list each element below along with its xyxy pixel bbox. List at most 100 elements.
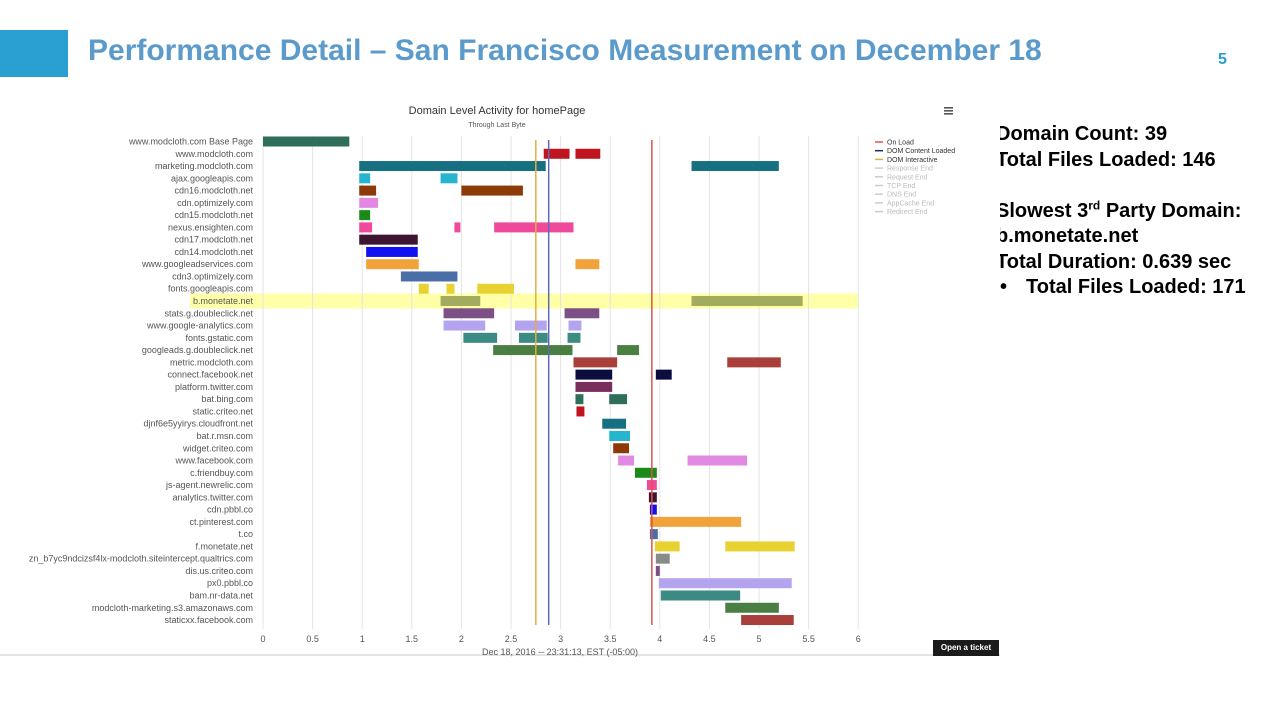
domain-label: fonts.googleapis.com bbox=[168, 284, 253, 294]
domain-label: www.modcloth.com Base Page bbox=[128, 137, 253, 147]
domain-label: stats.g.doubleclick.net bbox=[164, 308, 253, 318]
domain-label: b.monetate.net bbox=[193, 296, 254, 306]
domain-bar bbox=[741, 615, 794, 626]
domain-bar bbox=[359, 161, 546, 172]
x-tick-label: 3 bbox=[558, 634, 563, 644]
domain-bar bbox=[263, 136, 350, 147]
x-tick-label: 1.5 bbox=[406, 634, 419, 644]
chart-title: Domain Level Activity for homePage bbox=[409, 105, 586, 117]
domain-label: www.googleadservices.com bbox=[141, 259, 253, 269]
domain-bar bbox=[461, 185, 523, 196]
x-tick-label: 3.5 bbox=[604, 634, 617, 644]
page-number: 5 bbox=[1218, 51, 1227, 68]
legend-item: Request End bbox=[887, 174, 928, 181]
domain-bar bbox=[446, 283, 455, 294]
slowest-domain-heading: Slowest 3rd Party Domain: bbox=[996, 197, 1242, 222]
domain-label: modcloth-marketing.s3.amazonaws.com bbox=[92, 603, 253, 613]
domain-label: ajax.googleapis.com bbox=[171, 173, 253, 183]
x-tick-label: 5 bbox=[756, 634, 761, 644]
legend-item: Response End bbox=[887, 166, 933, 173]
domain-bar bbox=[494, 222, 574, 233]
domain-bar bbox=[359, 210, 371, 221]
slowest-domain-name: b.monetate.net bbox=[996, 225, 1139, 247]
x-tick-label: 6 bbox=[856, 634, 861, 644]
domain-bar bbox=[725, 541, 795, 552]
domain-label: staticxx.facebook.com bbox=[164, 615, 253, 625]
domain-label: platform.twitter.com bbox=[175, 382, 253, 392]
domain-label: www.google-analytics.com bbox=[146, 321, 253, 331]
domain-label: static.criteo.net bbox=[192, 406, 253, 416]
domain-label: t.co bbox=[238, 529, 253, 539]
domain-bar bbox=[725, 602, 779, 613]
domain-bar bbox=[649, 516, 742, 527]
domain-label: zn_b7yc9ndcizsf4lx-modcloth.siteintercep… bbox=[29, 554, 253, 564]
domain-bar bbox=[660, 590, 741, 601]
domain-bar bbox=[440, 296, 481, 307]
domain-bar bbox=[573, 357, 618, 368]
domain-bar bbox=[655, 565, 660, 576]
chart-menu-icon[interactable] bbox=[944, 107, 953, 115]
domain-bar bbox=[443, 308, 495, 319]
domain-label: cdn15.modcloth.net bbox=[174, 210, 253, 220]
total-files-loaded: Total Files Loaded: 146 bbox=[996, 148, 1216, 171]
domain-bar bbox=[477, 283, 514, 294]
domain-label: www.modcloth.com bbox=[174, 149, 253, 159]
open-ticket-button[interactable]: Open a ticket bbox=[933, 640, 999, 656]
domain-bar bbox=[564, 308, 600, 319]
accent-block bbox=[0, 30, 68, 77]
domain-bar bbox=[359, 185, 377, 196]
x-axis-label: Dec 18, 2016 -- 23:31:13, EST (-05:00) bbox=[482, 647, 638, 657]
domain-label: metric.modcloth.com bbox=[170, 357, 253, 367]
legend-item: DNS End bbox=[887, 192, 916, 199]
x-tick-label: 5.5 bbox=[802, 634, 815, 644]
x-tick-label: 2.5 bbox=[505, 634, 518, 644]
x-tick-label: 0.5 bbox=[306, 634, 319, 644]
domain-label: bat.bing.com bbox=[201, 394, 253, 404]
domain-bar bbox=[618, 455, 635, 466]
domain-bar bbox=[575, 369, 613, 380]
domain-label: widget.criteo.com bbox=[182, 443, 253, 453]
chart-subtitle: Through Last Byte bbox=[468, 122, 525, 129]
domain-bar bbox=[443, 320, 486, 331]
domain-bar bbox=[493, 345, 573, 356]
domain-label: cdn.pbbl.co bbox=[207, 505, 253, 515]
x-tick-label: 4 bbox=[657, 634, 662, 644]
domain-bar bbox=[454, 222, 461, 233]
domain-bar bbox=[359, 197, 379, 208]
domain-bar bbox=[655, 369, 672, 380]
domain-bar bbox=[400, 271, 458, 282]
domain-bar bbox=[366, 246, 418, 257]
legend-item: AppCache End bbox=[887, 200, 934, 207]
domain-bar bbox=[514, 320, 547, 331]
domain-bar bbox=[602, 418, 627, 429]
domain-bar bbox=[418, 283, 429, 294]
legend-item: TCP End bbox=[887, 183, 915, 190]
domain-bar bbox=[687, 455, 748, 466]
domain-label: cdn17.modcloth.net bbox=[174, 235, 253, 245]
domain-bar bbox=[649, 504, 657, 515]
domain-label: bam.nr-data.net bbox=[189, 590, 253, 600]
domain-label: c.friendbuy.com bbox=[190, 468, 253, 478]
domain-bar bbox=[691, 161, 779, 172]
domain-bar bbox=[635, 467, 657, 478]
domain-label: cdn.optimizely.com bbox=[177, 198, 253, 208]
stats-panel: Domain Count: 39 Total Files Loaded: 146… bbox=[996, 122, 1276, 301]
domain-label: bat.r.msn.com bbox=[196, 431, 253, 441]
x-tick-label: 1 bbox=[360, 634, 365, 644]
legend-item: On Load bbox=[887, 140, 914, 147]
domain-label: cdn3.optimizely.com bbox=[172, 271, 253, 281]
domain-label: fonts.gstatic.com bbox=[185, 333, 253, 343]
domain-bar bbox=[366, 259, 419, 270]
domain-activity-chart: Domain Level Activity for homePage Throu… bbox=[0, 96, 1000, 658]
domain-bar bbox=[691, 296, 803, 307]
domain-count: Domain Count: 39 bbox=[996, 123, 1168, 145]
legend-item: Redirect End bbox=[887, 209, 928, 216]
domain-label: www.facebook.com bbox=[174, 456, 253, 466]
domain-label: analytics.twitter.com bbox=[172, 492, 253, 502]
x-tick-label: 0 bbox=[260, 634, 265, 644]
domain-bar bbox=[617, 345, 639, 356]
domain-bar bbox=[575, 259, 600, 270]
domain-bar bbox=[655, 553, 670, 564]
domain-bar bbox=[654, 541, 680, 552]
domain-bar bbox=[543, 148, 570, 159]
